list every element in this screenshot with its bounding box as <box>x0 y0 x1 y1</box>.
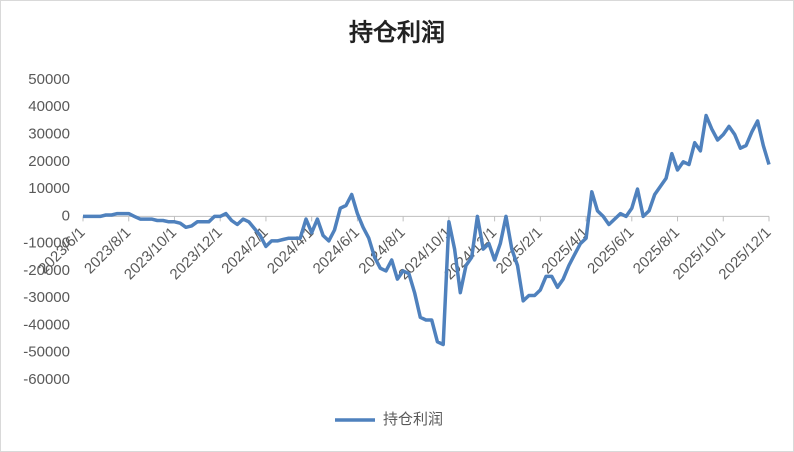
y-tick-label: 0 <box>62 207 70 224</box>
chart-title: 持仓利润 <box>349 19 445 47</box>
y-tick-label: -20000 <box>23 262 70 279</box>
legend-label: 持仓利润 <box>383 411 443 428</box>
y-tick-label: -60000 <box>23 371 70 388</box>
line-series <box>83 113 771 347</box>
y-tick-label: -40000 <box>23 316 70 333</box>
y-tick-label: 50000 <box>28 71 70 88</box>
y-tick-label: 20000 <box>28 153 70 170</box>
y-tick-label: 40000 <box>28 98 70 115</box>
y-tick-label: 10000 <box>28 180 70 197</box>
y-tick-label: -10000 <box>23 235 70 252</box>
y-tick-label: -50000 <box>23 344 70 361</box>
y-tick-label: 30000 <box>28 126 70 143</box>
y-tick-label: -30000 <box>23 289 70 306</box>
